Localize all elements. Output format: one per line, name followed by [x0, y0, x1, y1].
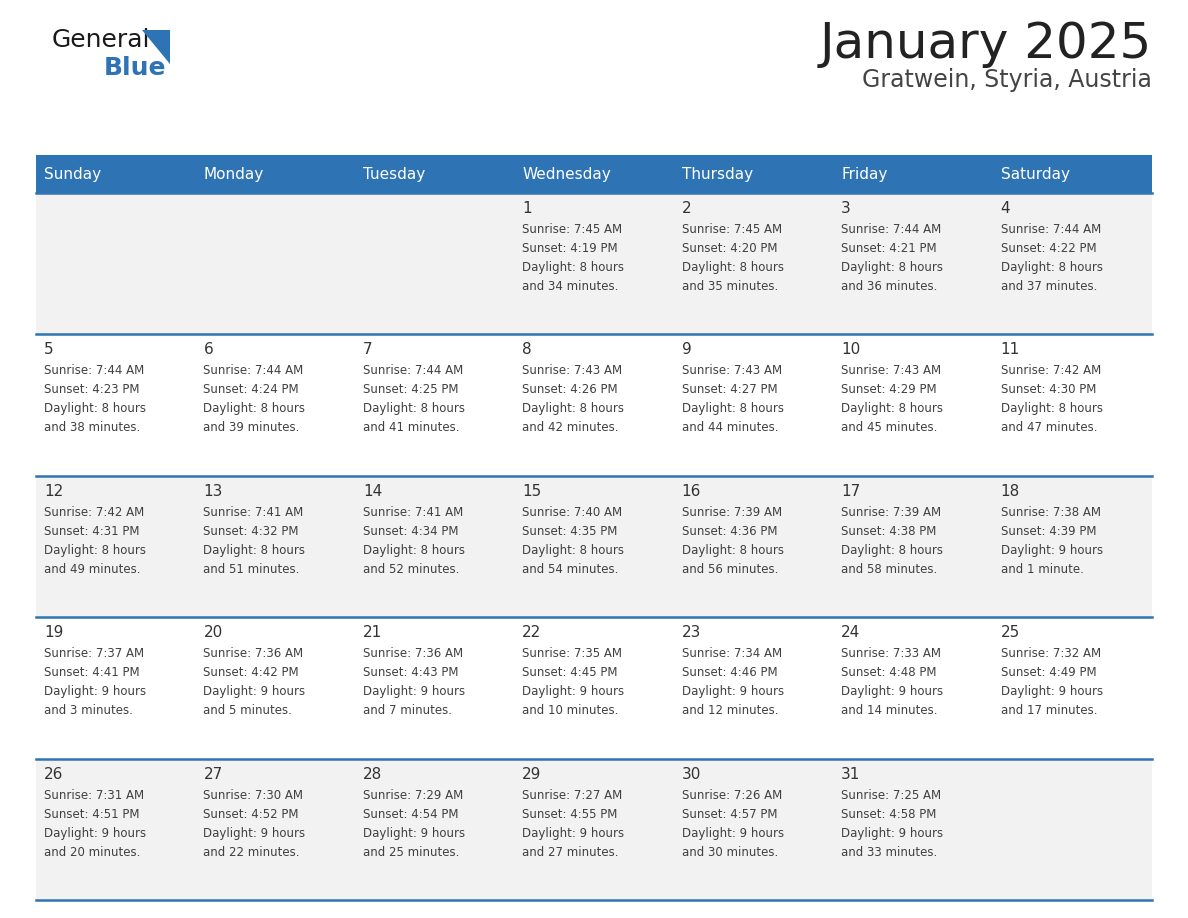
Text: 16: 16	[682, 484, 701, 498]
Text: Monday: Monday	[203, 166, 264, 182]
Text: Friday: Friday	[841, 166, 887, 182]
Text: Sunrise: 7:43 AM
Sunset: 4:29 PM
Daylight: 8 hours
and 45 minutes.: Sunrise: 7:43 AM Sunset: 4:29 PM Dayligh…	[841, 364, 943, 434]
Text: Sunrise: 7:39 AM
Sunset: 4:38 PM
Daylight: 8 hours
and 58 minutes.: Sunrise: 7:39 AM Sunset: 4:38 PM Dayligh…	[841, 506, 943, 576]
Text: 4: 4	[1000, 201, 1010, 216]
Text: Sunrise: 7:45 AM
Sunset: 4:19 PM
Daylight: 8 hours
and 34 minutes.: Sunrise: 7:45 AM Sunset: 4:19 PM Dayligh…	[523, 223, 624, 293]
Text: 24: 24	[841, 625, 860, 640]
Text: Sunrise: 7:36 AM
Sunset: 4:42 PM
Daylight: 9 hours
and 5 minutes.: Sunrise: 7:36 AM Sunset: 4:42 PM Dayligh…	[203, 647, 305, 717]
Bar	[833, 155, 992, 193]
Text: 23: 23	[682, 625, 701, 640]
Text: General: General	[52, 28, 151, 52]
Text: 7: 7	[362, 342, 373, 357]
Text: 8: 8	[523, 342, 532, 357]
Bar	[36, 334, 1152, 476]
Text: 13: 13	[203, 484, 223, 498]
Bar	[36, 155, 196, 193]
Text: 27: 27	[203, 767, 222, 781]
Text: 19: 19	[44, 625, 63, 640]
Text: Sunrise: 7:31 AM
Sunset: 4:51 PM
Daylight: 9 hours
and 20 minutes.: Sunrise: 7:31 AM Sunset: 4:51 PM Dayligh…	[44, 789, 146, 858]
Text: 25: 25	[1000, 625, 1019, 640]
Text: 10: 10	[841, 342, 860, 357]
Text: Sunrise: 7:38 AM
Sunset: 4:39 PM
Daylight: 9 hours
and 1 minute.: Sunrise: 7:38 AM Sunset: 4:39 PM Dayligh…	[1000, 506, 1102, 576]
Text: Sunrise: 7:44 AM
Sunset: 4:22 PM
Daylight: 8 hours
and 37 minutes.: Sunrise: 7:44 AM Sunset: 4:22 PM Dayligh…	[1000, 223, 1102, 293]
Text: 28: 28	[362, 767, 383, 781]
Text: Sunrise: 7:34 AM
Sunset: 4:46 PM
Daylight: 9 hours
and 12 minutes.: Sunrise: 7:34 AM Sunset: 4:46 PM Dayligh…	[682, 647, 784, 717]
Bar	[196, 155, 355, 193]
Text: 1: 1	[523, 201, 532, 216]
Text: 2: 2	[682, 201, 691, 216]
Text: 20: 20	[203, 625, 222, 640]
Bar	[36, 193, 1152, 334]
Bar	[674, 155, 833, 193]
Text: Sunrise: 7:39 AM
Sunset: 4:36 PM
Daylight: 8 hours
and 56 minutes.: Sunrise: 7:39 AM Sunset: 4:36 PM Dayligh…	[682, 506, 784, 576]
Polygon shape	[143, 30, 170, 64]
Text: Sunrise: 7:45 AM
Sunset: 4:20 PM
Daylight: 8 hours
and 35 minutes.: Sunrise: 7:45 AM Sunset: 4:20 PM Dayligh…	[682, 223, 784, 293]
Bar	[36, 617, 1152, 758]
Text: Sunrise: 7:44 AM
Sunset: 4:23 PM
Daylight: 8 hours
and 38 minutes.: Sunrise: 7:44 AM Sunset: 4:23 PM Dayligh…	[44, 364, 146, 434]
Text: Thursday: Thursday	[682, 166, 753, 182]
Text: 5: 5	[44, 342, 53, 357]
Text: Saturday: Saturday	[1000, 166, 1069, 182]
Text: Sunrise: 7:43 AM
Sunset: 4:26 PM
Daylight: 8 hours
and 42 minutes.: Sunrise: 7:43 AM Sunset: 4:26 PM Dayligh…	[523, 364, 624, 434]
Text: 18: 18	[1000, 484, 1019, 498]
Bar	[36, 476, 1152, 617]
Text: Sunday: Sunday	[44, 166, 101, 182]
Text: 31: 31	[841, 767, 860, 781]
Text: Sunrise: 7:44 AM
Sunset: 4:25 PM
Daylight: 8 hours
and 41 minutes.: Sunrise: 7:44 AM Sunset: 4:25 PM Dayligh…	[362, 364, 465, 434]
Text: Sunrise: 7:30 AM
Sunset: 4:52 PM
Daylight: 9 hours
and 22 minutes.: Sunrise: 7:30 AM Sunset: 4:52 PM Dayligh…	[203, 789, 305, 858]
Text: 12: 12	[44, 484, 63, 498]
Text: 26: 26	[44, 767, 63, 781]
Text: 14: 14	[362, 484, 383, 498]
Text: Sunrise: 7:42 AM
Sunset: 4:30 PM
Daylight: 8 hours
and 47 minutes.: Sunrise: 7:42 AM Sunset: 4:30 PM Dayligh…	[1000, 364, 1102, 434]
Text: 30: 30	[682, 767, 701, 781]
Text: Sunrise: 7:36 AM
Sunset: 4:43 PM
Daylight: 9 hours
and 7 minutes.: Sunrise: 7:36 AM Sunset: 4:43 PM Dayligh…	[362, 647, 465, 717]
Text: 21: 21	[362, 625, 383, 640]
Text: Sunrise: 7:41 AM
Sunset: 4:32 PM
Daylight: 8 hours
and 51 minutes.: Sunrise: 7:41 AM Sunset: 4:32 PM Dayligh…	[203, 506, 305, 576]
Text: Sunrise: 7:29 AM
Sunset: 4:54 PM
Daylight: 9 hours
and 25 minutes.: Sunrise: 7:29 AM Sunset: 4:54 PM Dayligh…	[362, 789, 465, 858]
Text: 6: 6	[203, 342, 213, 357]
Text: 22: 22	[523, 625, 542, 640]
Text: January 2025: January 2025	[820, 20, 1152, 68]
Text: Sunrise: 7:25 AM
Sunset: 4:58 PM
Daylight: 9 hours
and 33 minutes.: Sunrise: 7:25 AM Sunset: 4:58 PM Dayligh…	[841, 789, 943, 858]
Text: Sunrise: 7:42 AM
Sunset: 4:31 PM
Daylight: 8 hours
and 49 minutes.: Sunrise: 7:42 AM Sunset: 4:31 PM Dayligh…	[44, 506, 146, 576]
Bar	[514, 155, 674, 193]
Text: 17: 17	[841, 484, 860, 498]
Text: Sunrise: 7:37 AM
Sunset: 4:41 PM
Daylight: 9 hours
and 3 minutes.: Sunrise: 7:37 AM Sunset: 4:41 PM Dayligh…	[44, 647, 146, 717]
Text: 15: 15	[523, 484, 542, 498]
Text: 11: 11	[1000, 342, 1019, 357]
Text: Tuesday: Tuesday	[362, 166, 425, 182]
Text: 3: 3	[841, 201, 851, 216]
Bar	[992, 155, 1152, 193]
Text: Blue: Blue	[105, 56, 166, 80]
Text: Sunrise: 7:40 AM
Sunset: 4:35 PM
Daylight: 8 hours
and 54 minutes.: Sunrise: 7:40 AM Sunset: 4:35 PM Dayligh…	[523, 506, 624, 576]
Text: Sunrise: 7:26 AM
Sunset: 4:57 PM
Daylight: 9 hours
and 30 minutes.: Sunrise: 7:26 AM Sunset: 4:57 PM Dayligh…	[682, 789, 784, 858]
Text: Sunrise: 7:35 AM
Sunset: 4:45 PM
Daylight: 9 hours
and 10 minutes.: Sunrise: 7:35 AM Sunset: 4:45 PM Dayligh…	[523, 647, 625, 717]
Text: 29: 29	[523, 767, 542, 781]
Text: Sunrise: 7:43 AM
Sunset: 4:27 PM
Daylight: 8 hours
and 44 minutes.: Sunrise: 7:43 AM Sunset: 4:27 PM Dayligh…	[682, 364, 784, 434]
Bar	[355, 155, 514, 193]
Text: Sunrise: 7:44 AM
Sunset: 4:21 PM
Daylight: 8 hours
and 36 minutes.: Sunrise: 7:44 AM Sunset: 4:21 PM Dayligh…	[841, 223, 943, 293]
Text: Sunrise: 7:41 AM
Sunset: 4:34 PM
Daylight: 8 hours
and 52 minutes.: Sunrise: 7:41 AM Sunset: 4:34 PM Dayligh…	[362, 506, 465, 576]
Bar	[36, 758, 1152, 900]
Text: Gratwein, Styria, Austria: Gratwein, Styria, Austria	[862, 68, 1152, 92]
Text: Wednesday: Wednesday	[523, 166, 611, 182]
Text: Sunrise: 7:33 AM
Sunset: 4:48 PM
Daylight: 9 hours
and 14 minutes.: Sunrise: 7:33 AM Sunset: 4:48 PM Dayligh…	[841, 647, 943, 717]
Text: 9: 9	[682, 342, 691, 357]
Text: Sunrise: 7:27 AM
Sunset: 4:55 PM
Daylight: 9 hours
and 27 minutes.: Sunrise: 7:27 AM Sunset: 4:55 PM Dayligh…	[523, 789, 625, 858]
Text: Sunrise: 7:44 AM
Sunset: 4:24 PM
Daylight: 8 hours
and 39 minutes.: Sunrise: 7:44 AM Sunset: 4:24 PM Dayligh…	[203, 364, 305, 434]
Text: Sunrise: 7:32 AM
Sunset: 4:49 PM
Daylight: 9 hours
and 17 minutes.: Sunrise: 7:32 AM Sunset: 4:49 PM Dayligh…	[1000, 647, 1102, 717]
